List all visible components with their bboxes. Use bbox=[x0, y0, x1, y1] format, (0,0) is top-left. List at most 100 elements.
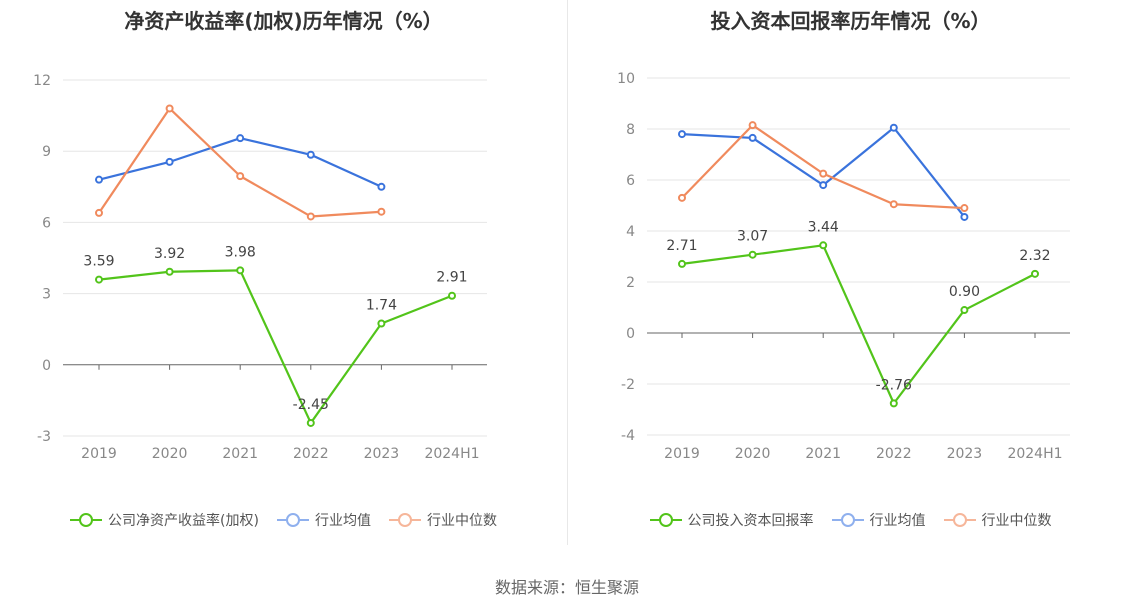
data-label: 2.32 bbox=[1019, 248, 1050, 264]
data-label: 3.07 bbox=[737, 229, 768, 245]
data-point bbox=[236, 134, 245, 143]
data-point bbox=[377, 319, 386, 328]
data-point bbox=[678, 193, 686, 202]
legend-item[interactable]: 行业中位数 bbox=[388, 510, 497, 530]
x-tick-label: 2023 bbox=[947, 446, 983, 462]
y-tick-label: 4 bbox=[626, 224, 635, 240]
x-tick-label: 2021 bbox=[805, 446, 841, 462]
data-point bbox=[236, 172, 245, 181]
data-label: 1.74 bbox=[366, 298, 397, 314]
x-tick-label: 2024H1 bbox=[1007, 446, 1062, 462]
data-point bbox=[819, 241, 828, 250]
data-label: 0.90 bbox=[949, 284, 980, 300]
legend-item[interactable]: 行业均值 bbox=[831, 510, 926, 530]
legend-symbol bbox=[831, 512, 864, 528]
data-label: 3.59 bbox=[83, 254, 114, 270]
x-tick-label: 2020 bbox=[735, 446, 771, 462]
data-label: 3.44 bbox=[808, 219, 839, 235]
legend-item[interactable]: 公司投入资本回报率 bbox=[649, 510, 814, 530]
data-point bbox=[95, 275, 103, 284]
legend-label: 公司净资产收益率(加权) bbox=[108, 513, 259, 529]
data-label: -2.76 bbox=[876, 377, 912, 393]
y-tick-label: 9 bbox=[42, 144, 51, 160]
data-point bbox=[236, 266, 245, 275]
y-tick-label: -2 bbox=[621, 377, 635, 393]
data-source: 数据来源：恒生聚源 bbox=[494, 578, 639, 597]
y-tick-label: 10 bbox=[617, 71, 635, 87]
legend-label: 行业中位数 bbox=[426, 513, 497, 529]
data-point bbox=[165, 267, 174, 276]
data-point bbox=[377, 207, 386, 216]
y-tick-label: 3 bbox=[42, 287, 51, 303]
y-tick-label: -3 bbox=[37, 429, 51, 445]
y-tick-label: 2 bbox=[626, 275, 635, 291]
chart-title: 净资产收益率(加权)历年情况（%） bbox=[124, 9, 443, 33]
data-point bbox=[960, 306, 969, 315]
series-line bbox=[98, 107, 382, 218]
x-tick-label: 2021 bbox=[222, 446, 258, 462]
data-point bbox=[95, 175, 103, 184]
data-point bbox=[678, 130, 686, 139]
roe-chart-panel: 净资产收益率(加权)历年情况（%） -3 0 3 6 9 12 2019 2020 2021 20… bbox=[0, 0, 567, 560]
panel-divider bbox=[567, 0, 568, 545]
x-tick-label: 2019 bbox=[81, 446, 117, 462]
y-tick-label: -4 bbox=[621, 428, 635, 444]
series-line bbox=[98, 269, 453, 425]
data-point bbox=[1031, 269, 1039, 278]
data-point bbox=[889, 399, 898, 408]
data-label: 3.92 bbox=[154, 246, 185, 262]
x-tick-label: 2019 bbox=[664, 446, 700, 462]
legend-label: 行业均值 bbox=[314, 513, 371, 529]
legend-label: 公司投入资本回报率 bbox=[687, 513, 814, 529]
x-tick-label: 2022 bbox=[293, 446, 329, 462]
data-point bbox=[960, 204, 969, 213]
data-point bbox=[306, 418, 315, 427]
data-point bbox=[448, 291, 456, 300]
legend-item[interactable]: 行业均值 bbox=[276, 510, 371, 530]
data-point bbox=[306, 212, 315, 221]
data-label: -2.45 bbox=[293, 397, 329, 413]
roic-chart: -4 -2 0 2 4 6 8 10 2019 2020 2021 2022 2023 2024H1 2.7… bbox=[617, 71, 1070, 462]
data-point bbox=[95, 208, 103, 217]
y-tick-label: 6 bbox=[626, 173, 635, 189]
y-tick-label: 8 bbox=[626, 122, 635, 138]
roe-chart: -3 0 3 6 9 12 2019 2020 2021 2022 2023 2024H1 3.59 3.… bbox=[33, 73, 487, 462]
chart-legend: 公司投入资本回报率 行业均值 行业中位数 bbox=[567, 510, 1134, 530]
chart-title: 投入资本回报率历年情况（%） bbox=[710, 9, 991, 33]
data-label: 2.71 bbox=[666, 238, 697, 254]
data-point bbox=[960, 212, 969, 221]
legend-symbol bbox=[388, 512, 421, 528]
x-tick-label: 2020 bbox=[152, 446, 188, 462]
y-tick-label: 0 bbox=[626, 326, 635, 342]
data-point bbox=[819, 169, 828, 178]
x-tick-label: 2023 bbox=[364, 446, 400, 462]
data-point bbox=[748, 133, 757, 142]
y-tick-label: 12 bbox=[33, 73, 51, 89]
legend-symbol bbox=[70, 512, 103, 528]
series-line bbox=[681, 124, 965, 210]
data-label: 2.91 bbox=[436, 270, 467, 286]
data-point bbox=[678, 259, 686, 268]
roic-chart-panel: 投入资本回报率历年情况（%） -4 -2 0 2 4 6 8 10 2019 2020 2021 20… bbox=[567, 0, 1134, 560]
x-tick-label: 2024H1 bbox=[424, 446, 479, 462]
chart-legend: 公司净资产收益率(加权) 行业均值 行业中位数 bbox=[0, 510, 567, 530]
data-label: 3.98 bbox=[225, 244, 256, 260]
data-point bbox=[165, 157, 174, 166]
data-point bbox=[165, 104, 174, 113]
y-tick-label: 0 bbox=[42, 358, 51, 374]
series-line bbox=[681, 244, 1036, 405]
y-tick-label: 6 bbox=[42, 215, 51, 231]
data-point bbox=[748, 121, 757, 130]
data-point bbox=[819, 181, 828, 190]
legend-symbol bbox=[649, 512, 682, 528]
legend-symbol bbox=[276, 512, 309, 528]
legend-item[interactable]: 公司净资产收益率(加权) bbox=[70, 510, 259, 530]
legend-symbol bbox=[943, 512, 976, 528]
data-point bbox=[889, 123, 898, 132]
x-tick-label: 2022 bbox=[876, 446, 912, 462]
data-point bbox=[306, 150, 315, 159]
legend-label: 行业均值 bbox=[869, 513, 926, 529]
legend-label: 行业中位数 bbox=[981, 513, 1052, 529]
legend-item[interactable]: 行业中位数 bbox=[943, 510, 1052, 530]
data-point bbox=[748, 250, 757, 259]
